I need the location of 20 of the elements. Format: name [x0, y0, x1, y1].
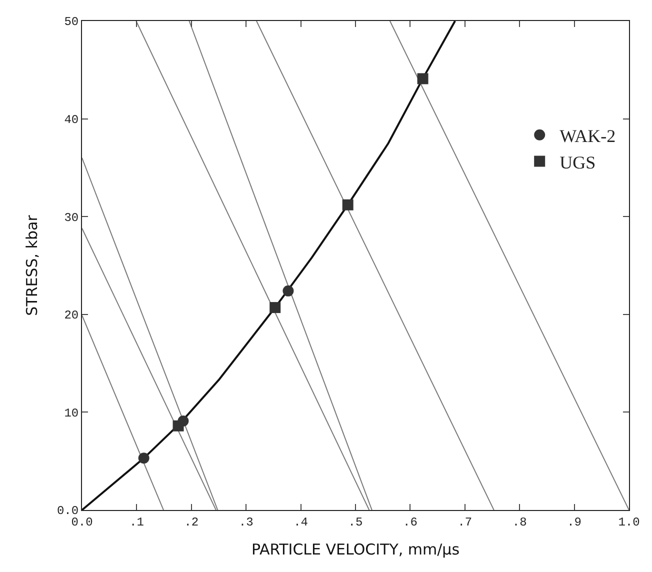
x-tick-label: .6 [402, 515, 418, 530]
x-tick-label: .2 [184, 515, 199, 530]
y-tick-label: 50 [64, 15, 79, 30]
y-tick-label: 10 [64, 406, 79, 420]
legend-label: UGS [560, 152, 596, 172]
y-tick-label: 20 [64, 308, 79, 323]
x-tick-label: .5 [348, 515, 363, 530]
y-axis-title: STRESS, kbar [23, 214, 42, 316]
x-tick-label: .9 [567, 515, 582, 530]
x-tick-label: .4 [294, 515, 308, 530]
x-tick-label: 1.0 [618, 515, 640, 530]
x-tick-label: .7 [458, 515, 472, 530]
y-tick-label: 0.0 [56, 504, 79, 518]
y-tick-label: 40 [64, 113, 79, 127]
x-tick-label: .8 [512, 515, 527, 530]
x-axis-title: PARTICLE VELOCITY, mm/µs [251, 540, 460, 558]
x-tick-label: .1 [129, 515, 144, 530]
y-tick-label: 30 [64, 210, 79, 225]
legend-label: WAK-2 [560, 126, 616, 146]
x-tick-label: .3 [238, 515, 254, 530]
